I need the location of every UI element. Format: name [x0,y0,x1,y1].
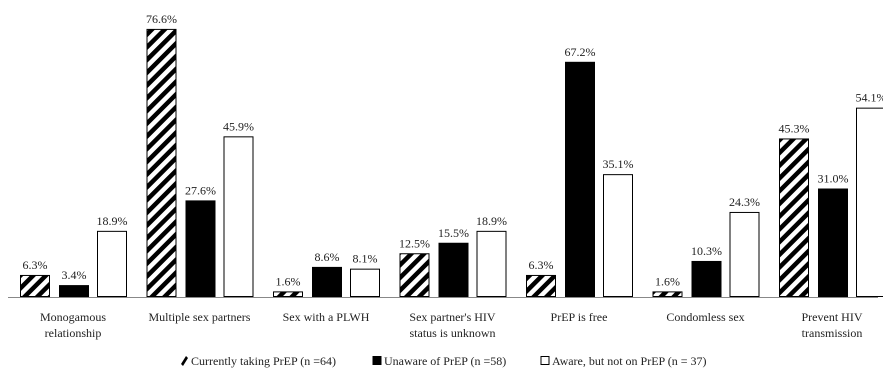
value-label: 12.5% [399,236,430,250]
value-label: 10.3% [691,244,722,258]
bar-currently-taking-prep-n-64-sex-with-a-plwh [273,291,303,297]
legend-label: Unaware of PrEP (n =58) [384,354,506,368]
bar-unaware-of-prep-n-58-multiple-sex-partners [185,200,216,297]
value-label: 24.3% [729,195,760,209]
bar-currently-taking-prep-n-64-prevent-hiv-transmission [779,138,809,297]
bar-unaware-of-prep-n-58-sex-with-a-plwh [312,266,342,297]
value-label: 67.2% [565,45,596,59]
value-label: 8.6% [315,250,340,264]
value-labels-layer: 6.3% 3.4% 18.9% 76.6% 27.6% 45.9% 1.6% 8.6% 8.1%… [23,12,883,288]
value-label: 76.6% [146,12,177,26]
legend-label: Currently taking PrEP (n =64) [191,354,336,368]
bar-unaware-of-prep-n-58-prep-is-free [565,61,595,297]
value-label: 54.1% [856,91,883,105]
bar-aware-but-not-on-prep-n-37-condomless-sex [729,211,760,297]
bar-aware-but-not-on-prep-n-37-sex-with-a-plwh [350,268,380,297]
bar-currently-taking-prep-n-64-multiple-sex-partners [146,28,177,298]
bar-currently-taking-prep-n-64-monogamous-relationship [20,274,50,298]
legend-swatch-currently-taking-prep-n-64 [181,356,188,366]
value-label: 18.9% [476,214,507,228]
value-label: 45.9% [223,119,254,133]
category-label: PrEP is free [551,310,608,324]
legend-swatch-aware-but-not-on-prep-n-37 [540,356,550,365]
value-label: 45.3% [779,121,810,135]
value-label: 1.6% [276,274,301,288]
bar-aware-but-not-on-prep-n-37-sex-partner-s-hiv-status-is-unknown [476,230,507,298]
bar-aware-but-not-on-prep-n-37-monogamous-relationship [97,230,127,298]
value-label: 18.9% [97,214,128,228]
legend-label: Aware, but not on PrEP (n = 37) [552,354,707,368]
bar-aware-but-not-on-prep-n-37-multiple-sex-partners [223,136,254,297]
value-label: 6.3% [529,258,554,272]
category-labels-layer: Monogamous relationship Multiple sex partn… [40,310,863,340]
category-label: status is unknown [409,326,495,340]
bar-unaware-of-prep-n-58-condomless-sex [691,260,722,298]
value-label: 31.0% [818,172,849,186]
legend-swatch-unaware-of-prep-n-58 [372,356,382,365]
bar-currently-taking-prep-n-64-condomless-sex [652,291,683,297]
bar-aware-but-not-on-prep-n-37-prevent-hiv-transmission [856,107,883,298]
value-label: 27.6% [185,183,216,197]
value-label: 35.1% [603,157,634,171]
category-label: relationship [45,326,102,340]
value-label: 6.3% [23,258,48,272]
category-label: transmission [802,326,863,340]
category-label: Multiple sex partners [149,310,251,324]
value-label: 3.4% [62,268,87,282]
bar-currently-taking-prep-n-64-sex-partner-s-hiv-status-is-unknown [399,253,430,297]
category-label: Sex partner's HIV [409,310,495,324]
bar-currently-taking-prep-n-64-prep-is-free [526,274,556,298]
bar-aware-but-not-on-prep-n-37-prep-is-free [603,174,633,297]
value-label: 8.1% [353,252,378,266]
category-label: Prevent HIV [802,310,863,324]
category-label: Condomless sex [666,310,744,324]
bars-layer [20,28,883,298]
value-label: 15.5% [438,226,469,240]
value-label: 1.6% [655,274,680,288]
category-label: Sex with a PLWH [283,310,370,324]
category-label: Monogamous [40,310,106,324]
bar-unaware-of-prep-n-58-prevent-hiv-transmission [818,188,848,297]
legend: Currently taking PrEP (n =64) Unaware of … [181,354,707,368]
bar-unaware-of-prep-n-58-sex-partner-s-hiv-status-is-unknown [438,242,469,297]
bar-unaware-of-prep-n-58-monogamous-relationship [59,285,89,298]
